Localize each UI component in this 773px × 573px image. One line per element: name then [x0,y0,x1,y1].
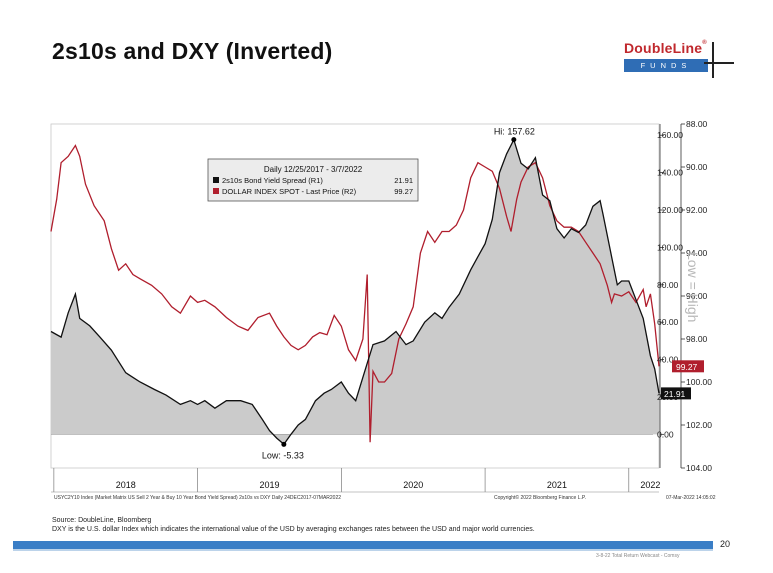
slide-title: 2s10s and DXY (Inverted) [52,38,333,64]
doubleline-logo: DoubleLine® FUNDS [624,40,736,80]
x-tick-label: 2020 [403,480,423,490]
x-tick-label: 2022 [640,480,660,490]
legend-value: 21.91 [394,176,413,185]
logo-wordmark: DoubleLine® [624,40,707,56]
legend-box [207,158,419,202]
legend-swatch [213,177,219,183]
r1-tick-label: 80.00 [657,280,679,290]
dxy-last-tag [672,360,704,373]
r2-tick-label: 88.00 [686,119,708,129]
legend-label: DOLLAR INDEX SPOT - Last Price (R2) [222,187,357,196]
legend-swatch [213,188,219,194]
dxy-last-value: 99.27 [676,362,698,372]
logo-cross-vertical [712,42,714,78]
footer-webcast-label: 3-8-22 Total Return Webcast - Comsy [596,553,680,559]
r1-tick-label: 140.00 [657,168,683,178]
footer-source: Source: DoubleLine, Bloomberg [52,517,152,524]
r1-tick-label: 160.00 [657,130,683,140]
x-tick-label: 2018 [116,480,136,490]
low-marker [281,441,287,447]
r2-tick-label: 98.00 [686,334,708,344]
footer-bar [13,541,713,549]
low-annotation: Low: -5.33 [262,450,304,460]
r2-tick-label: 104.00 [686,463,712,473]
high-marker [511,137,517,143]
chart-footer-center: Copyright© 2022 Bloomberg Finance L.P. [494,494,586,501]
r2-tick-label: 96.00 [686,291,708,301]
r1-tick-label: 120.00 [657,205,683,215]
x-tick-label: 2021 [547,480,567,490]
spread-line [50,137,660,446]
chart-footer-left: USYC2Y10 Index (Market Matrix US Sell 2 … [54,495,341,501]
logo-cross-horizontal [704,62,734,64]
r1-tick-label: 100.00 [657,242,683,252]
page-number: 20 [720,539,731,549]
r2-tick-label: 90.00 [686,162,708,172]
axis-title: Low = High [685,252,701,322]
logo-funds-bar: FUNDS [624,59,708,72]
r1-tick-label: 40.00 [657,355,679,365]
spread-last-tag [661,387,691,400]
footer-note: DXY is the U.S. dollar Index which indic… [52,526,535,533]
spread-last-value: 21.91 [664,389,686,399]
legend-label: 2s10s Bond Yield Spread (R1) [222,176,323,185]
r2-tick-label: 102.00 [686,420,712,430]
legend-title: Daily 12/25/2017 - 3/7/2022 [264,165,363,174]
dxy-line [50,144,660,443]
r2-tick-label: 100.00 [686,377,712,387]
r1-tick-label: 0.00 [657,429,674,439]
r2-tick-label: 92.00 [686,205,708,215]
high-annotation: Hi: 157.62 [494,127,535,137]
r2-tick-label: 94.00 [686,248,708,258]
r1-tick-label: 60.00 [657,317,679,327]
footer-bar-light [13,549,713,551]
chart-footer-right: 07-Mar-2022 14:05:02 [666,495,716,501]
x-tick-label: 2019 [259,480,279,490]
legend-value: 99.27 [394,187,413,196]
